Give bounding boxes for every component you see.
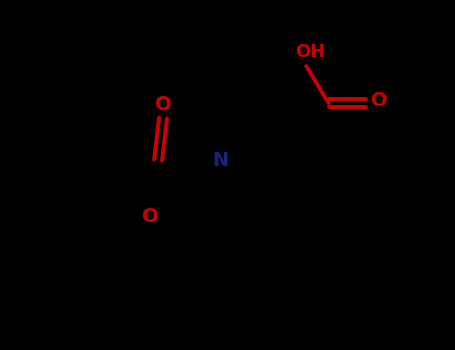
Text: O: O [155,94,172,113]
Text: O: O [371,91,388,110]
Text: N: N [212,150,228,170]
Text: O: O [142,206,159,226]
Text: OH: OH [295,43,325,61]
